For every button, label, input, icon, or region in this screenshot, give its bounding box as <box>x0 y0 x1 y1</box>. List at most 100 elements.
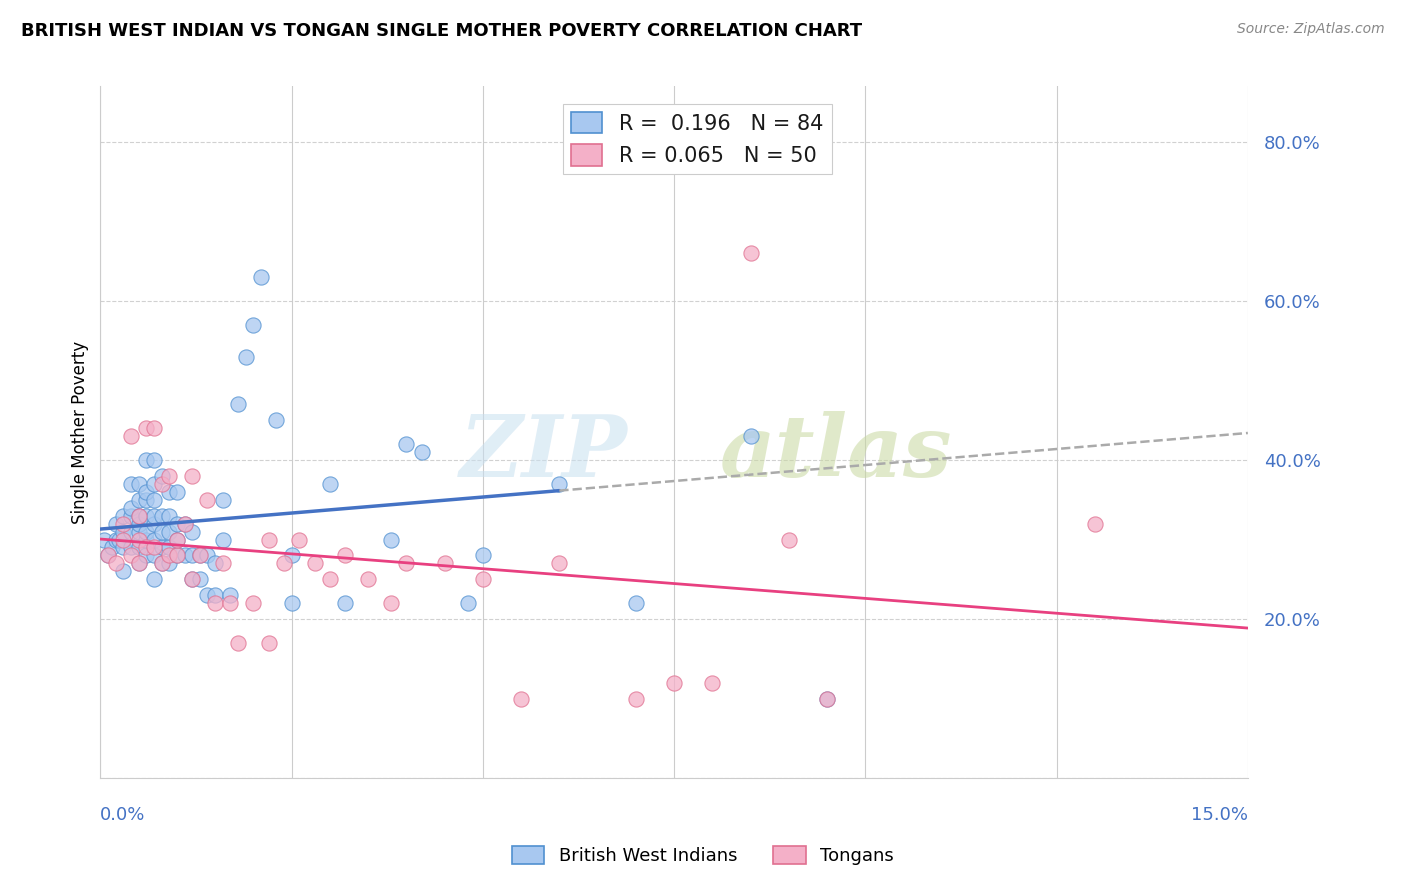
Point <box>815 691 838 706</box>
Point <box>173 549 195 563</box>
Point <box>204 557 226 571</box>
Legend: R =  0.196   N = 84, R = 0.065   N = 50: R = 0.196 N = 84, R = 0.065 N = 50 <box>562 103 831 174</box>
Text: ZIP: ZIP <box>460 411 628 495</box>
Point <box>273 557 295 571</box>
Point <box>135 492 157 507</box>
Point <box>142 508 165 523</box>
Point <box>333 596 356 610</box>
Point <box>740 429 762 443</box>
Point <box>304 557 326 571</box>
Point <box>128 541 150 555</box>
Point <box>142 421 165 435</box>
Point <box>411 445 433 459</box>
Point <box>166 549 188 563</box>
Point <box>166 516 188 531</box>
Point <box>142 492 165 507</box>
Point <box>197 492 219 507</box>
Point <box>395 437 418 451</box>
Point <box>120 500 142 515</box>
Point <box>380 596 402 610</box>
Point <box>142 453 165 467</box>
Point <box>219 596 242 610</box>
Point <box>266 413 288 427</box>
Point <box>471 549 494 563</box>
Point <box>181 469 204 483</box>
Point <box>128 476 150 491</box>
Text: 15.0%: 15.0% <box>1191 805 1249 823</box>
Point <box>211 492 233 507</box>
Point <box>242 596 264 610</box>
Point <box>120 541 142 555</box>
Point <box>510 691 533 706</box>
Point <box>112 524 135 539</box>
Point <box>319 572 342 586</box>
Point <box>250 270 273 285</box>
Point <box>112 516 135 531</box>
Point <box>157 508 180 523</box>
Point <box>188 572 211 586</box>
Point <box>157 484 180 499</box>
Legend: British West Indians, Tongans: British West Indians, Tongans <box>505 838 901 872</box>
Point <box>181 572 204 586</box>
Point <box>104 533 127 547</box>
Point <box>173 516 195 531</box>
Point <box>142 541 165 555</box>
Point <box>142 533 165 547</box>
Text: BRITISH WEST INDIAN VS TONGAN SINGLE MOTHER POVERTY CORRELATION CHART: BRITISH WEST INDIAN VS TONGAN SINGLE MOT… <box>21 22 862 40</box>
Point <box>120 508 142 523</box>
Point <box>257 533 280 547</box>
Point <box>548 557 571 571</box>
Point <box>166 549 188 563</box>
Point <box>157 469 180 483</box>
Point <box>135 533 157 547</box>
Point <box>120 524 142 539</box>
Text: 0.0%: 0.0% <box>100 805 146 823</box>
Point <box>457 596 479 610</box>
Point <box>128 524 150 539</box>
Point <box>142 476 165 491</box>
Point <box>380 533 402 547</box>
Point <box>166 533 188 547</box>
Text: Source: ZipAtlas.com: Source: ZipAtlas.com <box>1237 22 1385 37</box>
Point <box>197 549 219 563</box>
Point <box>150 557 173 571</box>
Point <box>280 549 302 563</box>
Point <box>815 691 838 706</box>
Point <box>173 516 195 531</box>
Point <box>135 524 157 539</box>
Point <box>702 119 724 133</box>
Point <box>204 588 226 602</box>
Point <box>97 549 120 563</box>
Point <box>150 524 173 539</box>
Point <box>128 516 150 531</box>
Point <box>128 533 150 547</box>
Point <box>1084 516 1107 531</box>
Point <box>548 476 571 491</box>
Point <box>242 318 264 332</box>
Point <box>188 549 211 563</box>
Point <box>181 572 204 586</box>
Point <box>204 596 226 610</box>
Point <box>112 508 135 523</box>
Point <box>150 508 173 523</box>
Y-axis label: Single Mother Poverty: Single Mother Poverty <box>72 341 89 524</box>
Point <box>150 541 173 555</box>
Point <box>288 533 311 547</box>
Point <box>166 533 188 547</box>
Point <box>157 541 180 555</box>
Point <box>235 350 257 364</box>
Text: atlas: atlas <box>720 411 952 495</box>
Point <box>219 588 242 602</box>
Point <box>112 564 135 578</box>
Point <box>120 476 142 491</box>
Point <box>702 675 724 690</box>
Point <box>257 636 280 650</box>
Point <box>135 508 157 523</box>
Point <box>226 397 249 411</box>
Point <box>333 549 356 563</box>
Point <box>280 596 302 610</box>
Point <box>471 572 494 586</box>
Point <box>104 516 127 531</box>
Point <box>395 557 418 571</box>
Point <box>97 549 120 563</box>
